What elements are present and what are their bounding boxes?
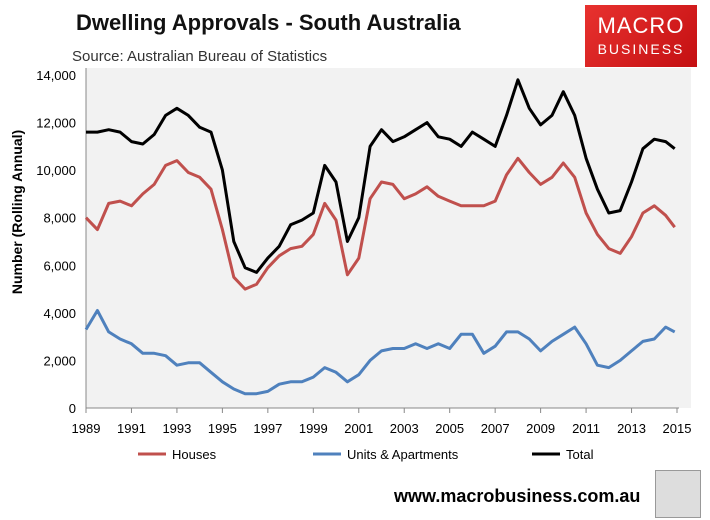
y-tick-label: 0: [69, 401, 76, 416]
x-tick-label: 1989: [72, 421, 101, 436]
legend-label: Total: [566, 447, 594, 462]
series-line-houses: [84, 156, 676, 291]
website-url: www.macrobusiness.com.au: [394, 486, 641, 506]
x-tick-label: 2007: [481, 421, 510, 436]
x-tick-label: 2011: [572, 421, 600, 436]
logo-line2: BUSINESS: [597, 41, 685, 57]
x-tick-label: 2005: [435, 421, 464, 436]
x-tick-label: 1995: [208, 421, 237, 436]
x-tick-label: 1993: [162, 421, 191, 436]
y-tick-label: 6,000: [43, 258, 76, 273]
macrobusiness-logo: MACRO BUSINESS: [585, 5, 697, 67]
chart-source: Source: Australian Bureau of Statistics: [72, 48, 328, 65]
y-tick-label: 8,000: [43, 211, 76, 226]
x-tick-label: 2013: [617, 421, 646, 436]
y-tick-label: 2,000: [43, 353, 76, 368]
y-tick-label: 10,000: [36, 163, 76, 178]
legend-label: Houses: [172, 447, 217, 462]
x-tick-label: 2003: [390, 421, 419, 436]
x-tick-label: 1991: [117, 421, 146, 436]
y-tick-label: 14,000: [36, 68, 76, 83]
x-tick-label: 2001: [344, 421, 373, 436]
x-tick-label: 1997: [253, 421, 282, 436]
y-axis-label: Number (Rolling Annual): [9, 130, 25, 294]
x-tick-label: 1999: [299, 421, 328, 436]
legend-label: Units & Apartments: [347, 447, 459, 462]
series-line-units-apartments: [84, 309, 676, 396]
fox-logo-image: [655, 470, 701, 518]
y-tick-label: 4,000: [43, 306, 76, 321]
x-tick-label: 2015: [663, 421, 692, 436]
y-tick-label: 12,000: [36, 116, 76, 131]
chart-title: Dwelling Approvals - South Australia: [76, 10, 461, 35]
x-tick-label: 2009: [526, 421, 555, 436]
logo-line1: MACRO: [597, 13, 685, 38]
series-line-total: [86, 78, 676, 274]
